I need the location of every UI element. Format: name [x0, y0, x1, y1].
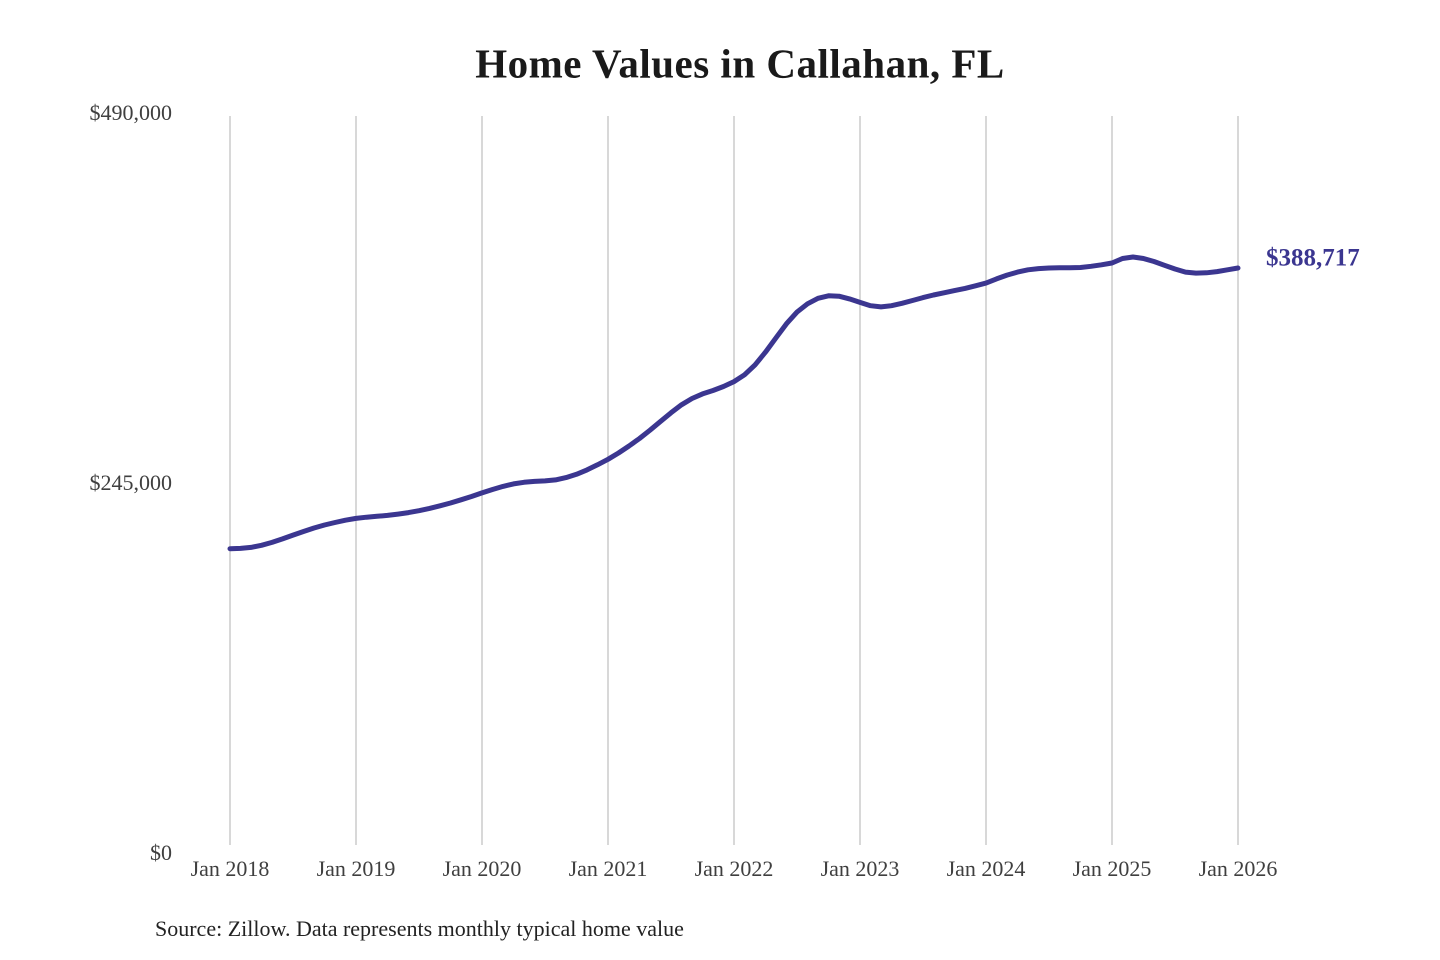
latest-value-label: $388,717: [1266, 245, 1360, 272]
home-value-line-series: [227, 254, 1241, 552]
x-axis-tick-labels: Jan 2018 Jan 2019 Jan 2020 Jan 2021 Jan 2022…: [191, 856, 1278, 881]
y-axis-tick-labels: $490,000 $245,000 $0: [90, 100, 173, 865]
y-tick-label: $490,000: [90, 100, 173, 125]
source-note: Source: Zillow. Data represents monthly …: [155, 916, 684, 941]
x-tick-label: Jan 2024: [947, 856, 1026, 881]
gridlines: [229, 116, 1239, 845]
x-tick-label: Jan 2023: [821, 856, 900, 881]
x-tick-label: Jan 2020: [443, 856, 522, 881]
x-tick-label: Jan 2025: [1073, 856, 1152, 881]
x-tick-label: Jan 2026: [1199, 856, 1278, 881]
y-tick-label: $245,000: [90, 470, 173, 495]
y-tick-label: $0: [150, 840, 172, 865]
chart-title: Home Values in Callahan, FL: [475, 40, 1005, 86]
x-tick-label: Jan 2018: [191, 856, 270, 881]
x-tick-label: Jan 2021: [569, 856, 648, 881]
x-tick-label: Jan 2019: [317, 856, 396, 881]
x-tick-label: Jan 2022: [695, 856, 774, 881]
